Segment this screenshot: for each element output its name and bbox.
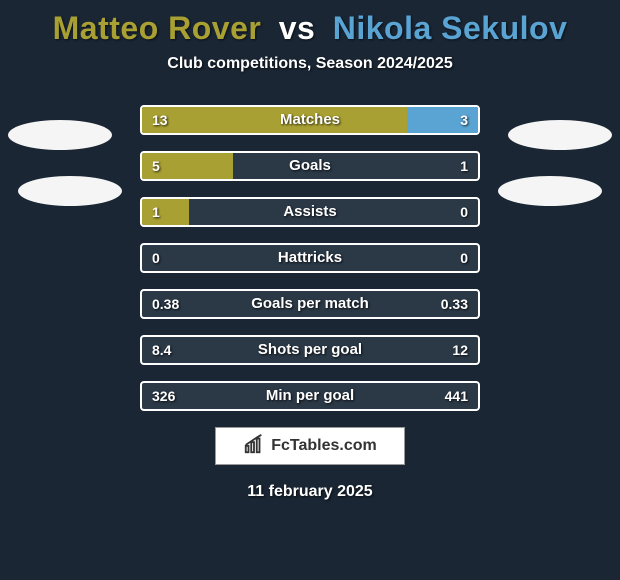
bar-value-player1: 8.4 — [152, 337, 171, 363]
bar-fill-player1 — [142, 199, 189, 225]
stat-bar: 326 441Min per goal — [140, 381, 480, 411]
bar-value-player2: 0 — [460, 245, 468, 271]
vs-text: vs — [279, 10, 316, 46]
bar-label: Hattricks — [142, 245, 478, 271]
bar-fill-player1 — [142, 107, 407, 133]
bar-value-player1: 0 — [152, 245, 160, 271]
bar-value-player2: 0 — [460, 199, 468, 225]
bar-label: Min per goal — [142, 383, 478, 409]
stat-bar: 10Assists — [140, 197, 480, 227]
stat-bar: 0.38 0.33Goals per match — [140, 289, 480, 319]
stat-bar: 51Goals — [140, 151, 480, 181]
player1-name: Matteo Rover — [53, 10, 262, 46]
bar-value-player2: 441 — [445, 383, 468, 409]
player1-logo-2 — [18, 176, 122, 206]
stat-bar: 0 0Hattricks — [140, 243, 480, 273]
bar-value-player2: 12 — [452, 337, 468, 363]
bar-value-player1: 326 — [152, 383, 175, 409]
bar-label: Shots per goal — [142, 337, 478, 363]
subtitle: Club competitions, Season 2024/2025 — [0, 55, 620, 73]
stat-bars: 133Matches51Goals10Assists00Hattricks0.3… — [140, 105, 480, 411]
chart-icon — [243, 433, 265, 460]
bar-fill-player2 — [407, 107, 478, 133]
bar-value-player1: 0.38 — [152, 291, 179, 317]
stat-bar: 133Matches — [140, 105, 480, 135]
date: 11 february 2025 — [0, 483, 620, 501]
bar-label: Assists — [142, 199, 478, 225]
player2-logo-2 — [498, 176, 602, 206]
bar-label: Goals per match — [142, 291, 478, 317]
bar-value-player2: 0.33 — [441, 291, 468, 317]
watermark-text: FcTables.com — [271, 437, 377, 455]
player2-name: Nikola Sekulov — [333, 10, 568, 46]
player1-logo-1 — [8, 120, 112, 150]
stat-bar: 8.4 12Shots per goal — [140, 335, 480, 365]
watermark: FcTables.com — [215, 427, 405, 465]
player2-logo-1 — [508, 120, 612, 150]
bar-value-player2: 1 — [460, 153, 468, 179]
bar-fill-player1 — [142, 153, 233, 179]
comparison-title: Matteo Rover vs Nikola Sekulov — [0, 0, 620, 47]
